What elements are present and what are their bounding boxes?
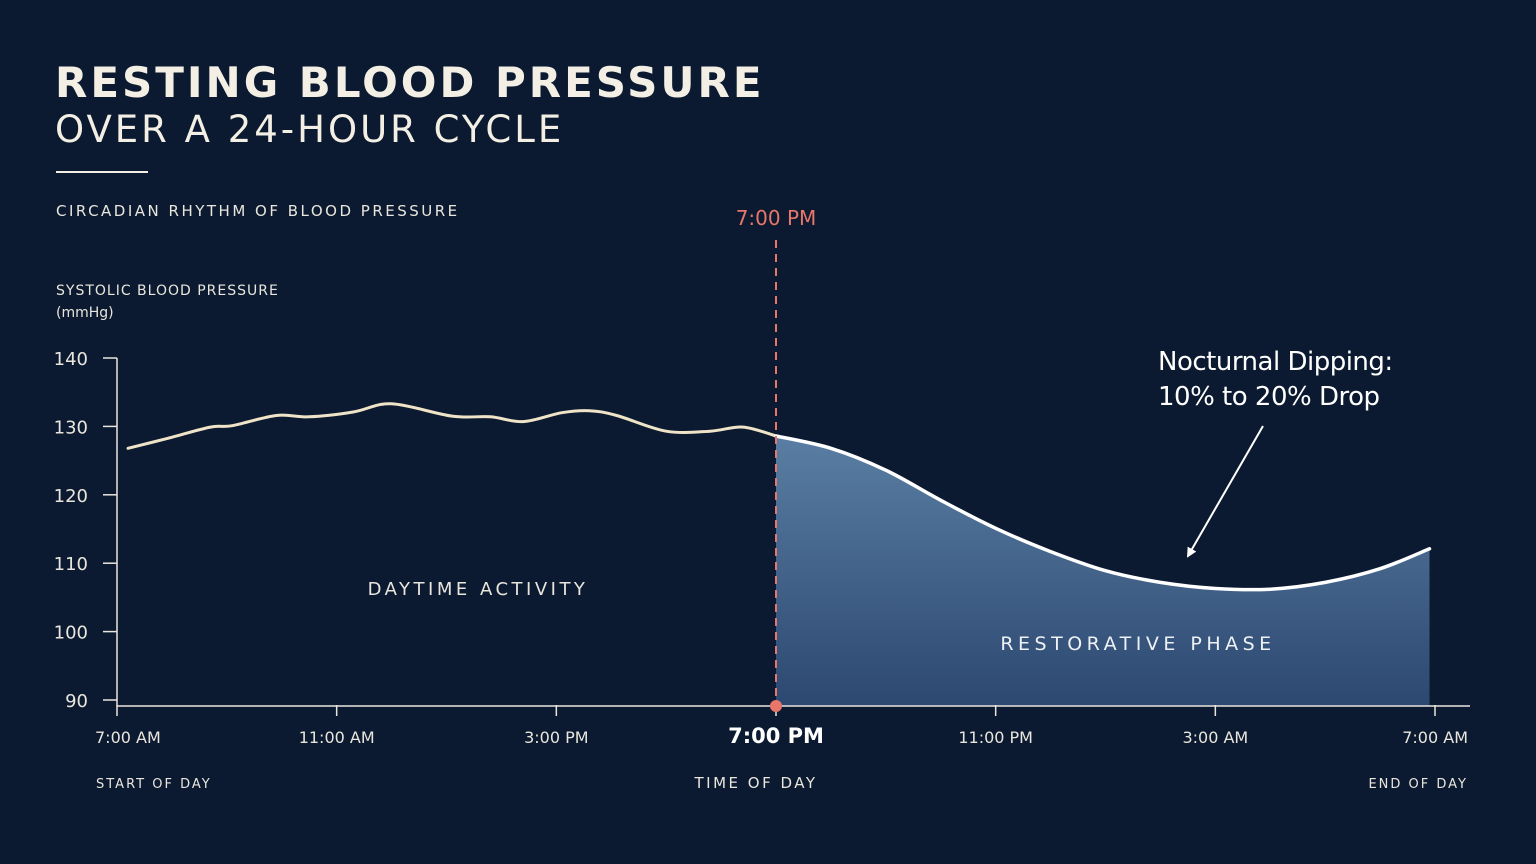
page-title: RESTING BLOOD PRESSURE [55, 58, 765, 107]
marker-7pm-label: 7:00 PM [736, 206, 817, 230]
series-line-night [774, 434, 1432, 592]
end-of-day-label: END OF DAY [1368, 777, 1468, 792]
y-tick-label: 100 [54, 623, 88, 644]
title-divider [56, 171, 148, 173]
x-tick-label-highlight: 7:00 PM [728, 724, 824, 748]
y-tick-label: 90 [65, 691, 88, 712]
y-axis-label-line1: SYSTOLIC BLOOD PRESSURE [56, 283, 279, 299]
annotation-line1: Nocturnal Dipping: [1158, 347, 1393, 377]
y-tick-label: 110 [54, 554, 88, 575]
annotation-arrow [1187, 425, 1264, 558]
x-tick-label: 11:00 AM [299, 728, 375, 747]
start-of-day-label: START OF DAY [96, 777, 212, 792]
series-label-daytime: DAYTIME ACTIVITY [368, 579, 589, 600]
y-tick-label: 140 [54, 349, 88, 370]
annotation-line2: 10% to 20% Drop [1158, 382, 1380, 412]
x-tick-label: 11:00 PM [958, 728, 1033, 747]
x-tick-label: 7:00 AM [95, 728, 161, 747]
chart-caption: CIRCADIAN RHYTHM OF BLOOD PRESSURE [56, 202, 460, 220]
marker-7pm-dot [770, 700, 782, 712]
x-tick-label: 7:00 AM [1402, 728, 1468, 747]
series-line-daytime [126, 402, 778, 450]
y-tick-label: 130 [54, 417, 88, 438]
series-label-night: RESTORATIVE PHASE [1000, 633, 1275, 655]
x-tick-label: 3:00 AM [1182, 728, 1248, 747]
y-tick-label: 120 [54, 486, 88, 507]
x-tick-label: 3:00 PM [524, 728, 588, 747]
page-subtitle: OVER A 24-HOUR CYCLE [55, 108, 565, 151]
x-axis-label: TIME OF DAY [693, 774, 817, 792]
y-axis-label-line2: (mmHg) [56, 305, 114, 321]
